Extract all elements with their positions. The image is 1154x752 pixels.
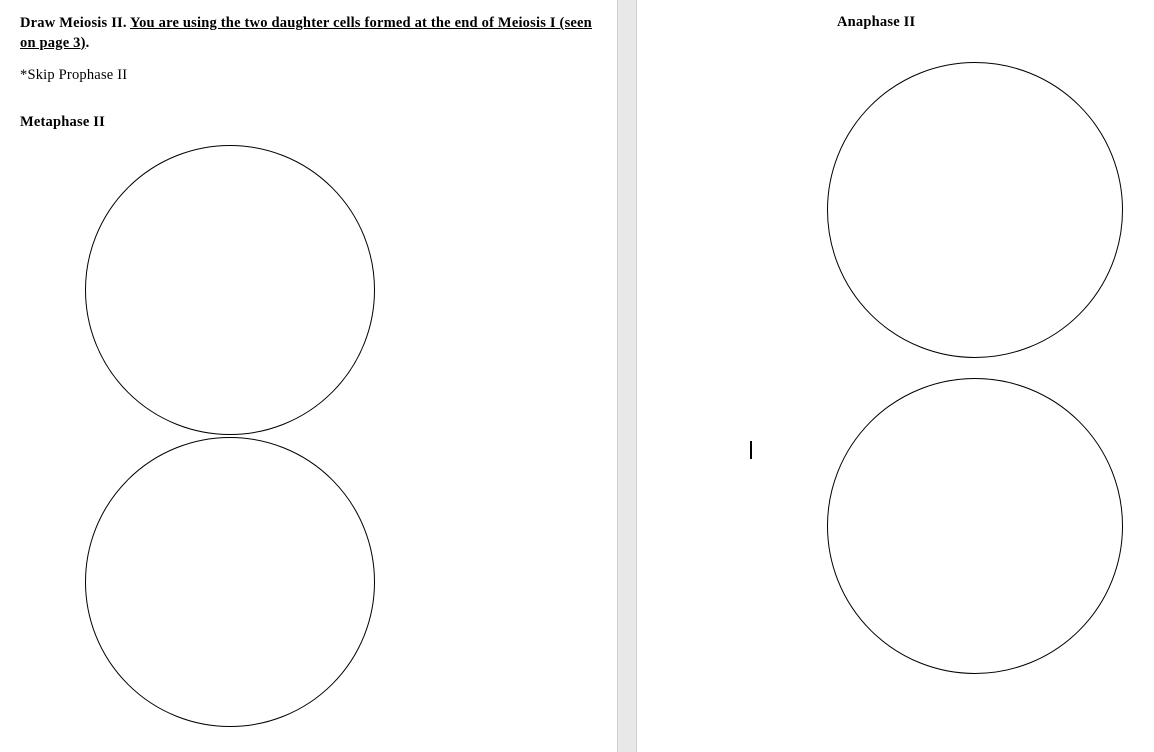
skip-note: *Skip Prophase II xyxy=(20,67,597,84)
document-spread: Draw Meiosis II. You are using the two d… xyxy=(0,0,1154,752)
phase-title-anaphase: Anaphase II xyxy=(837,14,915,31)
metaphase-cell-circle-1 xyxy=(85,145,375,435)
text-cursor xyxy=(750,441,752,459)
page-divider xyxy=(617,0,637,752)
instruction-text: Draw Meiosis II. You are using the two d… xyxy=(20,14,597,53)
left-page: Draw Meiosis II. You are using the two d… xyxy=(0,0,617,752)
anaphase-cell-circle-2 xyxy=(827,378,1123,674)
right-page: Anaphase II xyxy=(637,0,1154,752)
instruction-lead: Draw Meiosis II. xyxy=(20,15,127,31)
metaphase-cell-circle-2 xyxy=(85,437,375,727)
instruction-trailing: . xyxy=(86,35,90,51)
phase-title-metaphase: Metaphase II xyxy=(20,114,597,131)
anaphase-cell-circle-1 xyxy=(827,62,1123,358)
